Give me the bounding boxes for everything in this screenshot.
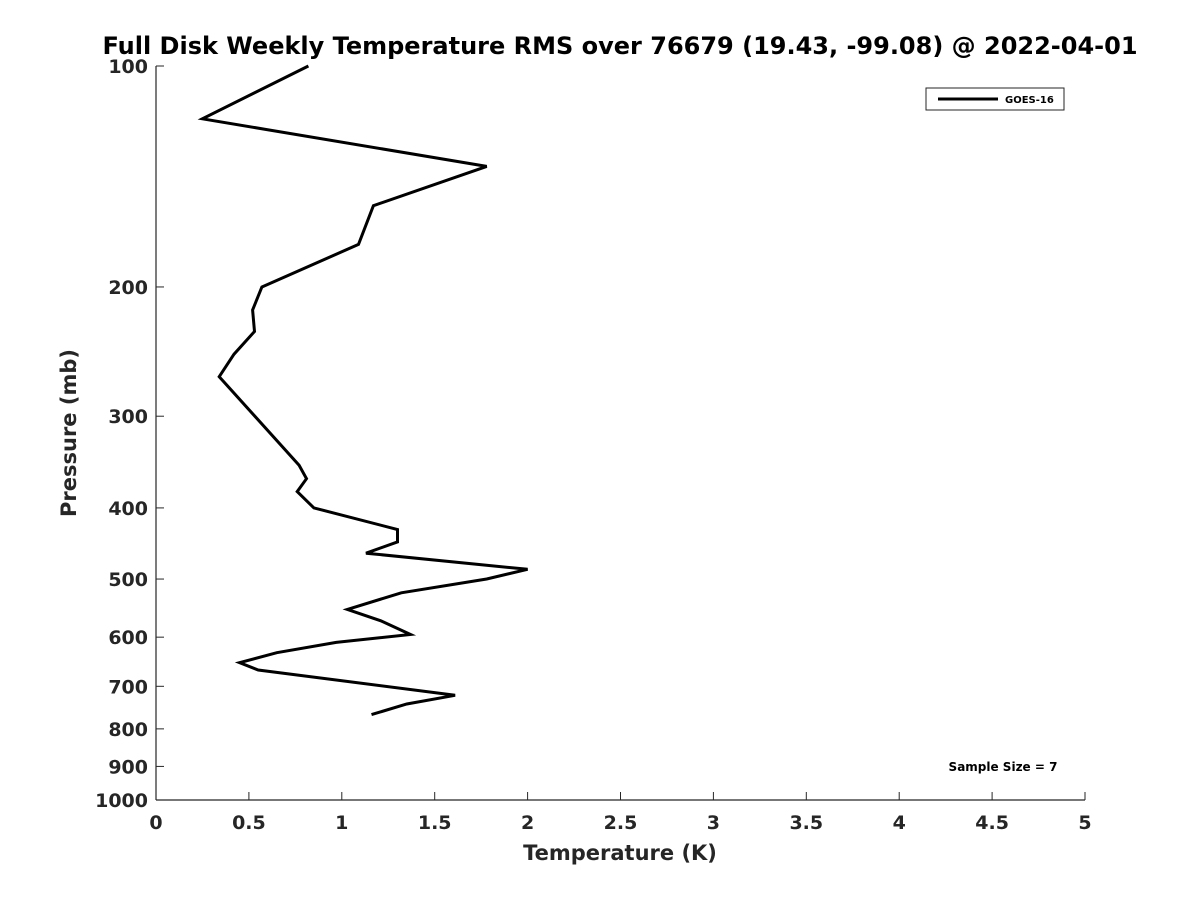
plot-axes (155, 66, 1085, 801)
x-tick-label: 0 (149, 812, 162, 834)
x-tick-label: 1 (335, 812, 348, 834)
x-tick-label: 1.5 (418, 812, 452, 834)
x-tick-label: 2.5 (604, 812, 638, 834)
x-tick-label: 3.5 (789, 812, 823, 834)
y-tick-label: 600 (108, 627, 148, 649)
sample-size-annotation: Sample Size = 7 (949, 760, 1058, 774)
y-ticks: 100 200 300 400 500 600 700 800 900 1000 (95, 56, 164, 812)
series-line-goes-16 (197, 64, 528, 717)
series-layer (197, 64, 528, 717)
y-tick-label: 300 (108, 406, 148, 428)
legend[interactable]: GOES-16 (925, 87, 1065, 111)
x-tick-label: 0.5 (232, 812, 266, 834)
x-tick-label: 2 (521, 812, 534, 834)
y-tick-label: 800 (108, 719, 148, 741)
x-axis-label: Temperature (K) (523, 841, 717, 865)
x-tick-label: 3 (707, 812, 720, 834)
legend-label: GOES-16 (1005, 95, 1054, 106)
y-tick-label: 200 (108, 277, 148, 299)
x-tick-label: 5 (1078, 812, 1091, 834)
x-tick-label: 4.5 (975, 812, 1009, 834)
y-tick-label: 900 (108, 756, 148, 778)
y-tick-label: 1000 (95, 790, 148, 812)
y-axis-label: Pressure (mb) (57, 349, 81, 517)
y-tick-label: 700 (108, 676, 148, 698)
x-ticks: 0 0.5 1 1.5 2 2.5 3 3.5 4 4.5 5 (149, 792, 1092, 834)
y-tick-label: 500 (108, 569, 148, 591)
y-tick-label: 100 (108, 56, 148, 78)
y-tick-label: 400 (108, 498, 148, 520)
chart-title: Full Disk Weekly Temperature RMS over 76… (102, 32, 1137, 60)
x-tick-label: 4 (893, 812, 906, 834)
